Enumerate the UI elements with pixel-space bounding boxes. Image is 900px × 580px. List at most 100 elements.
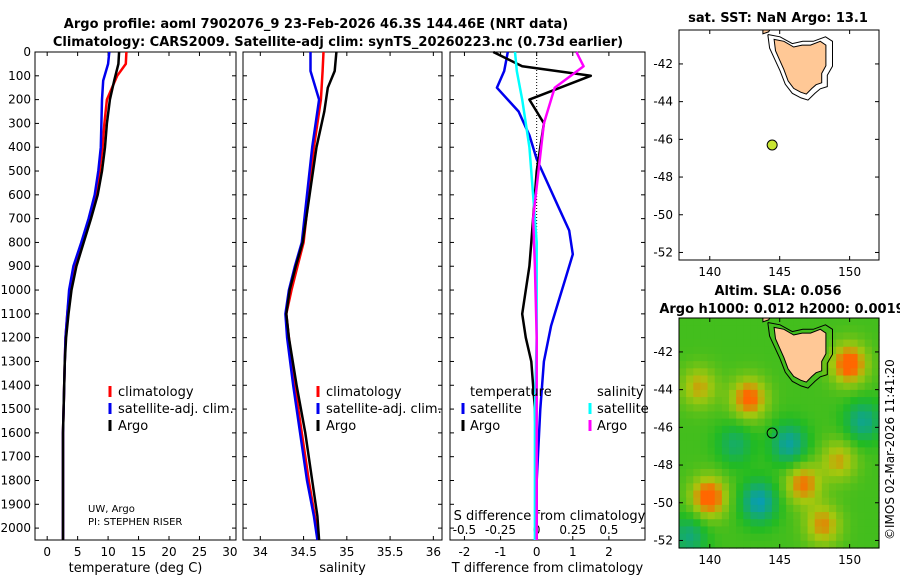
sla-cell: [750, 425, 759, 434]
sla-cell: [864, 440, 873, 448]
sla-cell: [693, 440, 702, 448]
sla-cell: [871, 325, 880, 333]
sla-cell: [721, 512, 730, 520]
sla-cell: [779, 526, 787, 535]
sla-cell: [814, 497, 823, 506]
sla-cell: [864, 512, 873, 520]
sla-cell: [764, 361, 773, 369]
sla-cell: [721, 468, 730, 477]
sla-cell: [800, 397, 809, 405]
sla-cell: [736, 454, 744, 463]
sla-cell: [829, 397, 837, 405]
sla-cell: [843, 533, 852, 542]
sla-cell: [836, 454, 844, 463]
x-tick-label: 25: [192, 545, 207, 559]
sla-cell: [700, 476, 709, 484]
sla-cell: [779, 382, 787, 391]
sla-cell: [707, 404, 716, 413]
sla-cell: [836, 425, 844, 434]
sla-cell: [721, 346, 730, 355]
sla-cell: [686, 476, 694, 484]
sla-cell: [679, 504, 687, 513]
sla-cell: [714, 433, 723, 441]
sla-cell: [700, 440, 709, 448]
sla-cell: [764, 519, 773, 528]
lon-tick-label: 145: [768, 553, 791, 567]
sla-cell: [707, 533, 716, 542]
sla-cell: [736, 476, 744, 484]
sla-cell: [821, 375, 830, 384]
lat-tick-label: -42: [653, 57, 673, 71]
sla-cell: [850, 526, 859, 535]
sla-cell: [707, 433, 716, 441]
depth-tick-label: 1700: [0, 450, 31, 464]
sla-cell: [743, 382, 752, 391]
sla-cell: [864, 476, 873, 484]
sla-cell: [864, 490, 873, 499]
sla-cell: [764, 389, 773, 398]
sla-cell: [779, 461, 787, 470]
sla-cell: [864, 526, 873, 535]
sla-cell: [679, 519, 687, 528]
sla-cell: [679, 526, 687, 535]
sla-cell: [829, 483, 837, 492]
sla-cell: [693, 483, 702, 492]
sla-cell: [821, 361, 830, 369]
sla-cell: [686, 526, 694, 535]
sla-cell: [707, 490, 716, 499]
sla-cell: [807, 454, 816, 463]
sla-cell: [729, 425, 737, 434]
sla-cell: [829, 533, 837, 542]
sla-cell: [850, 504, 859, 513]
x-tick-label: 34: [253, 545, 268, 559]
sla-cell: [721, 353, 730, 362]
sla-cell: [714, 375, 723, 384]
sla-cell: [686, 483, 694, 492]
sla-cell: [679, 433, 687, 441]
sla-cell: [786, 404, 794, 413]
sla-cell: [743, 404, 752, 413]
temperature-panel: 0100200300400500600700800900100011001200…: [0, 45, 237, 576]
depth-tick-label: 400: [8, 140, 31, 154]
sla-cell: [736, 361, 744, 369]
sla-cell: [714, 404, 723, 413]
sla-cell: [857, 454, 866, 463]
sla-cell: [736, 332, 744, 341]
sla-cell: [786, 483, 794, 492]
sla-cell: [821, 454, 830, 463]
sla-cell: [807, 418, 816, 427]
sla-cell: [721, 318, 730, 326]
sla-cell: [771, 504, 780, 513]
sla-cell: [743, 468, 752, 477]
sla-cell: [721, 418, 730, 427]
tasmania-land: [773, 38, 827, 95]
sla-cell: [679, 353, 687, 362]
sla-cell: [700, 526, 709, 535]
sla-cell: [714, 454, 723, 463]
sla-cell: [721, 433, 730, 441]
sla-cell: [693, 404, 702, 413]
sla-cell: [764, 512, 773, 520]
sla-cell: [771, 361, 780, 369]
sla-cell: [679, 490, 687, 499]
sla-cell: [843, 497, 852, 506]
sla-cell: [829, 318, 837, 326]
sla-cell: [800, 418, 809, 427]
sla-cell: [821, 483, 830, 492]
sla-cell: [807, 497, 816, 506]
legend-label: Argo: [470, 419, 500, 434]
sla-cell: [729, 490, 737, 499]
sla-cell: [686, 368, 694, 377]
sla-cell: [871, 397, 880, 405]
sla-cell: [850, 483, 859, 492]
sla-cell: [743, 533, 752, 542]
sla-cell: [707, 468, 716, 477]
sla-cell: [750, 375, 759, 384]
sla-cell: [729, 397, 737, 405]
sla-cell: [686, 332, 694, 341]
x-tick-label: 20: [161, 545, 176, 559]
sla-cell: [779, 440, 787, 448]
sla-cell: [836, 519, 844, 528]
sla-cell: [679, 325, 687, 333]
sla-cell: [807, 447, 816, 456]
